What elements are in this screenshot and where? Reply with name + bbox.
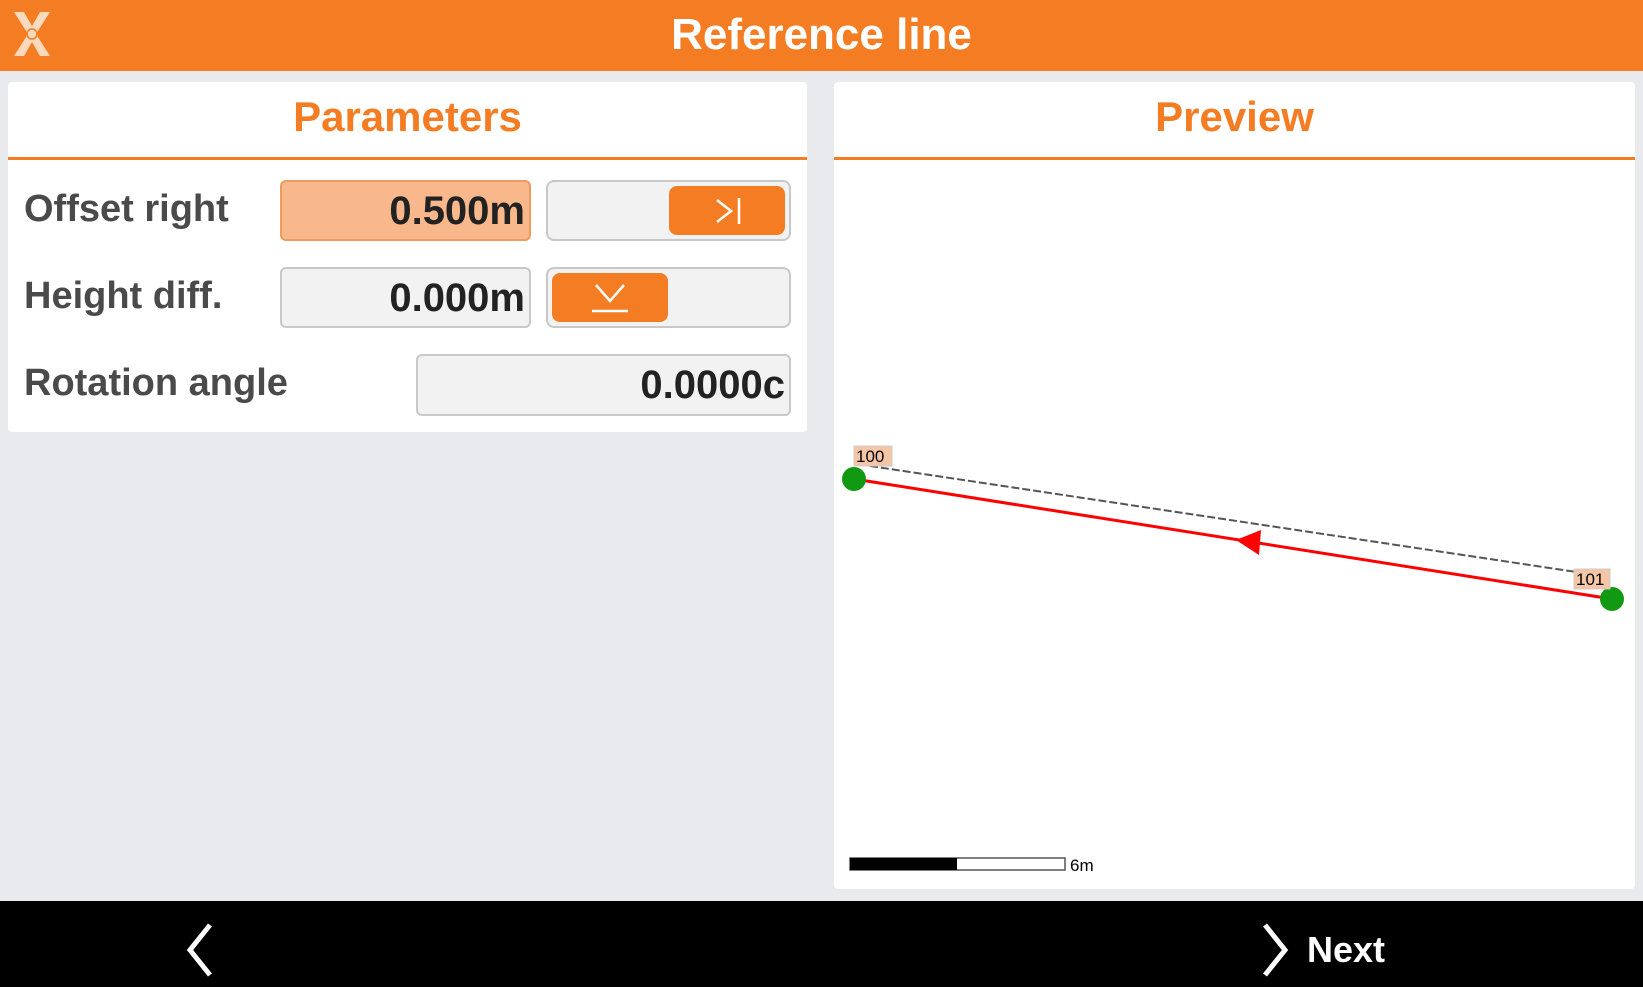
preview-title: Preview [834, 82, 1635, 160]
direction-arrow-icon [1236, 530, 1261, 555]
preview-panel: Preview 100 101 6m [834, 82, 1635, 889]
chevron-left-icon[interactable] [180, 921, 220, 979]
x-logo-icon[interactable] [8, 8, 56, 60]
height-down-icon [592, 284, 628, 313]
rotation-label: Rotation angle [24, 362, 288, 404]
toggle-knob [552, 273, 668, 322]
offset-side-toggle[interactable] [546, 180, 791, 241]
next-label: Next [1307, 929, 1386, 970]
height-direction-toggle[interactable] [546, 267, 791, 328]
toggle-knob [669, 186, 785, 235]
page-title: Reference line [671, 10, 972, 59]
next-button[interactable]: Next [1255, 921, 1385, 979]
scale-label: 6m [1070, 856, 1094, 875]
preview-canvas[interactable]: 100 101 6m [834, 82, 1635, 889]
rotation-input[interactable]: 0.0000c [416, 354, 791, 416]
parameters-panel: Parameters Offset right 0.500m Height di… [8, 82, 807, 432]
point-label-100: 100 [856, 447, 884, 466]
offset-input[interactable]: 0.500m [280, 180, 531, 241]
reference-line [853, 477, 1613, 601]
point-100[interactable] [842, 467, 866, 491]
offset-right-icon [716, 198, 741, 224]
parameters-title: Parameters [8, 82, 807, 160]
point-label-101: 101 [1576, 570, 1604, 589]
point-101[interactable] [1600, 587, 1624, 611]
height-input[interactable]: 0.000m [280, 267, 531, 328]
bottom-bar: Next [0, 901, 1643, 987]
title-bar: Reference line [0, 0, 1643, 71]
offset-label: Offset right [24, 188, 229, 230]
offset-line [869, 465, 1604, 577]
height-label: Height diff. [24, 275, 223, 317]
chevron-right-icon [1263, 923, 1289, 977]
